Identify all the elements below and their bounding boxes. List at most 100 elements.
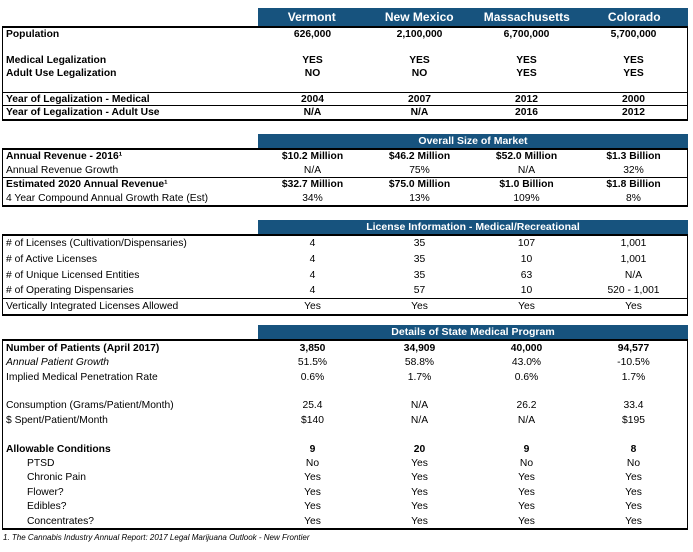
column-header-colorado: Colorado [607, 10, 661, 24]
spacer-row [3, 41, 687, 54]
cell: Yes [411, 501, 428, 513]
cell: 10 [520, 284, 533, 296]
table-row: Estimated 2020 Annual Revenue¹ $32.7 Mill… [3, 178, 687, 192]
row-label: # of Active Licenses [6, 254, 98, 266]
cell: Yes [304, 300, 321, 312]
cell: 4 [309, 269, 316, 281]
row-label: Number of Patients (April 2017) [6, 342, 160, 354]
row-label: # of Licenses (Cultivation/Dispensaries) [6, 238, 187, 250]
cell: N/A [410, 107, 429, 118]
spacer-row [3, 428, 687, 442]
table-row: 4 Year Compound Annual Growth Rate (Est)… [3, 191, 687, 205]
cell: N/A [410, 400, 429, 412]
cell: YES [623, 68, 644, 79]
table-row: Annual Revenue - 2016¹ $10.2 Million $46.2… [3, 150, 687, 164]
cell: 4 [309, 284, 316, 296]
cell: $1.0 Billion [499, 178, 554, 190]
section-band-overall-size-of-market: Overall Size of Market [258, 134, 688, 148]
cell: Yes [625, 515, 642, 527]
cell: N/A [303, 164, 322, 176]
cell: Yes [304, 486, 321, 498]
cell: 6,700,000 [503, 29, 550, 40]
section-band-state-medical-program: Details of State Medical Program [258, 325, 688, 340]
table-row: # of Unique Licensed Entities 4 35 63 N/A [3, 267, 687, 283]
cell: 35 [413, 238, 426, 250]
cell: Yes [625, 472, 642, 484]
column-header-massachusetts: Massachusetts [483, 10, 570, 24]
cell: Yes [625, 486, 642, 498]
cell: 2016 [515, 107, 538, 118]
cell: Yes [518, 472, 535, 484]
cell: YES [516, 68, 537, 79]
cell: 0.6% [300, 371, 325, 383]
section-table-overall-size-of-market: Annual Revenue - 2016¹ $10.2 Million $46.2… [2, 148, 688, 208]
cell: $1.8 Billion [606, 178, 661, 190]
cell: 51.5% [297, 357, 328, 369]
cell: $52.0 Million [495, 151, 558, 163]
cell: Yes [411, 472, 428, 484]
cell: 20 [413, 443, 426, 455]
cell: 34% [302, 192, 323, 204]
table-row: Chronic Pain Yes Yes Yes Yes [3, 471, 687, 485]
cell: 2007 [408, 93, 431, 105]
table-row: Allowable Conditions 9 20 9 8 [3, 442, 687, 456]
row-label: # of Unique Licensed Entities [6, 269, 140, 281]
cell: Yes [411, 515, 428, 527]
row-label: Concentrates? [27, 515, 94, 527]
table-row: Vertically Integrated Licenses Allowed Ye… [3, 299, 687, 315]
spacer-row [3, 80, 687, 93]
cell: 8% [626, 192, 641, 204]
cell: 520 - 1,001 [607, 284, 660, 296]
section-band-license-information: License Information - Medical/Recreation… [258, 220, 688, 235]
table-row: Consumption (Grams/Patient/Month) 25.4 N/A… [3, 399, 687, 413]
cell: 0.6% [514, 371, 539, 383]
cell: Yes [518, 515, 535, 527]
cell: No [519, 457, 534, 469]
source-footnote: 1. The Cannabis Industry Annual Report: … [3, 533, 310, 543]
cell: 10 [520, 254, 533, 266]
table-row: Year of Legalization - Adult Use N/A N/A 20… [3, 106, 687, 119]
state-header-band: Vermont New Mexico Massachusetts Colorad… [258, 8, 688, 26]
table-row: # of Active Licenses 4 35 10 1,001 [3, 252, 687, 268]
cell: Yes [411, 457, 428, 469]
row-label: Estimated 2020 Annual Revenue¹ [6, 178, 168, 190]
cell: 1,001 [620, 238, 647, 250]
cell: $32.7 Million [281, 178, 344, 190]
cell: 1.7% [407, 371, 432, 383]
cell: $1.3 Billion [606, 151, 661, 163]
cell: 1.7% [621, 371, 646, 383]
cell: YES [302, 55, 323, 66]
cell: 13% [409, 192, 430, 204]
cell: 1,001 [620, 254, 647, 266]
cell: 94,577 [617, 342, 650, 354]
cell: Yes [518, 486, 535, 498]
cell: N/A [624, 269, 643, 281]
cell: YES [623, 55, 644, 66]
cell: Yes [411, 486, 428, 498]
row-label: Chronic Pain [27, 472, 86, 484]
cell: YES [516, 55, 537, 66]
cell: 63 [520, 269, 533, 281]
table-row: Medical Legalization YES YES YES YES [3, 54, 687, 67]
table-row: $ Spent/Patient/Month $140 N/A N/A $195 [3, 413, 687, 427]
table-row: Edibles? Yes Yes Yes Yes [3, 499, 687, 513]
cell: 8 [630, 443, 637, 455]
cell: N/A [410, 414, 429, 426]
cell: 58.8% [404, 357, 435, 369]
column-header-vermont: Vermont [287, 10, 336, 24]
cell: 9 [309, 443, 316, 455]
cell: $75.0 Million [388, 178, 451, 190]
cell: 107 [517, 238, 536, 250]
cell: Yes [304, 472, 321, 484]
row-label: Allowable Conditions [6, 443, 111, 455]
cell: 25.4 [302, 400, 323, 412]
cell: 109% [513, 192, 540, 204]
table-row: Population 626,000 2,100,000 6,700,000 5,700… [3, 28, 687, 41]
cell: 9 [523, 443, 530, 455]
table-row: # of Licenses (Cultivation/Dispensaries)… [3, 236, 687, 252]
cell: 2,100,000 [396, 29, 443, 40]
row-label: Flower? [27, 486, 64, 498]
cell: 35 [413, 254, 426, 266]
cell: 40,000 [510, 342, 543, 354]
